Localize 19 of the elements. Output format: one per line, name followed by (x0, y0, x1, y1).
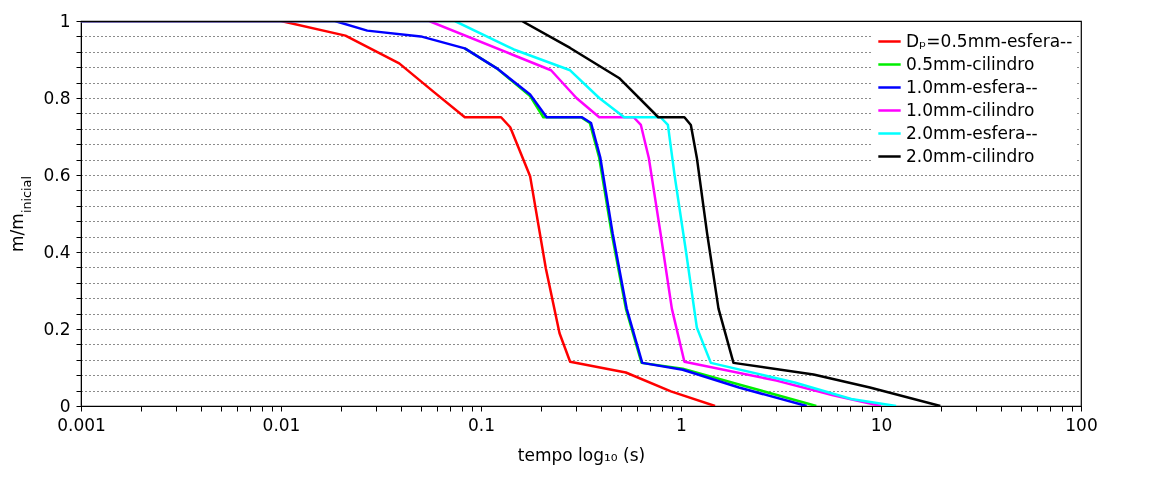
x-axis-title: tempo log₁₀ (s) (517, 444, 646, 465)
x-tick-label: 1 (676, 414, 687, 435)
legend-label: 2.0mm-cilindro (906, 145, 1035, 166)
legend-label: 1.0mm-esfera-- (906, 76, 1038, 97)
y-tick-label: 0.6 (43, 164, 71, 185)
legend-label: 1.0mm-cilindro (906, 99, 1035, 120)
y-tick-label: 0.8 (43, 87, 71, 108)
legend-label: 0.5mm-cilindro (906, 53, 1035, 74)
x-tick-label: 0.1 (467, 414, 496, 435)
x-tick-label: 0.01 (262, 414, 301, 435)
x-tick-label: 10 (870, 414, 893, 435)
x-tick-label: 0.001 (57, 414, 106, 435)
y-tick-label: 1 (59, 10, 71, 31)
y-tick-label: 0.4 (43, 241, 71, 262)
y-tick-label: 0.2 (43, 318, 71, 339)
y-tick-label: 0 (59, 395, 71, 416)
legend-label: 2.0mm-esfera-- (906, 122, 1038, 143)
x-tick-label: 100 (1065, 414, 1098, 435)
legend-label: Dₚ=0.5mm-esfera-- (906, 30, 1073, 51)
